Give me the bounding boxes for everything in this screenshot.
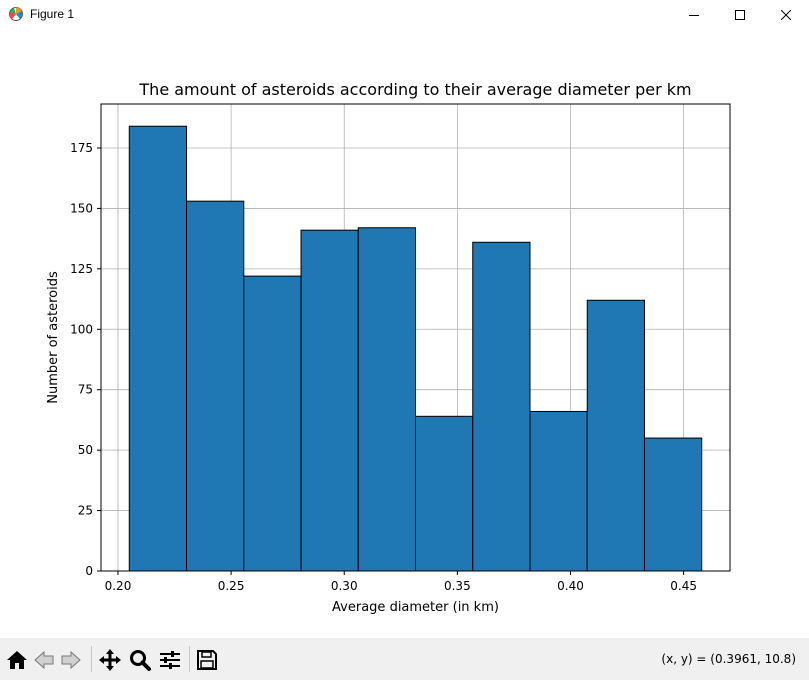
save-button[interactable] bbox=[194, 647, 220, 673]
back-icon bbox=[34, 650, 54, 670]
x-tick-label: 0.25 bbox=[218, 579, 245, 593]
toolbar-separator bbox=[189, 646, 190, 672]
minimize-icon bbox=[689, 15, 699, 16]
histogram-bar bbox=[643, 437, 703, 572]
figure-canvas[interactable]: The amount of asteroids according to the… bbox=[0, 30, 809, 638]
window-titlebar: Figure 1 bbox=[0, 0, 809, 30]
home-button[interactable] bbox=[4, 647, 30, 673]
back-button[interactable] bbox=[31, 647, 57, 673]
navigation-toolbar: (x, y) = (0.3961, 10.8) bbox=[0, 638, 809, 680]
x-axis-label: Average diameter (in km) bbox=[332, 600, 499, 615]
histogram-bar bbox=[128, 125, 188, 572]
forward-button[interactable] bbox=[58, 647, 84, 673]
histogram-bar bbox=[529, 410, 588, 572]
histogram-bars bbox=[128, 125, 703, 572]
y-tick-label: 50 bbox=[78, 443, 93, 457]
axis-ticks: 0.20 0.25 0.30 0.35 0.40 0.45 0 25 50 75 100 125 150… bbox=[70, 141, 697, 593]
zoom-button[interactable] bbox=[127, 647, 153, 673]
histogram-bar bbox=[357, 227, 416, 572]
close-icon bbox=[781, 10, 791, 20]
y-tick-label: 150 bbox=[70, 201, 93, 215]
window-title: Figure 1 bbox=[30, 7, 75, 21]
configure-subplots-icon bbox=[160, 651, 180, 669]
x-tick-label: 0.40 bbox=[557, 579, 584, 593]
configure-subplots-button[interactable] bbox=[157, 647, 183, 673]
home-icon bbox=[7, 651, 27, 669]
axes-frame bbox=[100, 103, 731, 572]
pan-icon bbox=[99, 649, 121, 671]
save-icon bbox=[197, 650, 217, 670]
maximize-icon bbox=[735, 10, 745, 20]
y-tick-label: 75 bbox=[78, 383, 93, 397]
minimize-button[interactable] bbox=[671, 0, 717, 30]
zoom-icon bbox=[130, 650, 151, 671]
matplotlib-icon bbox=[8, 6, 24, 22]
y-tick-label: 100 bbox=[70, 322, 93, 336]
y-tick-label: 175 bbox=[70, 141, 93, 155]
y-tick-label: 0 bbox=[85, 564, 93, 578]
histogram-bar bbox=[472, 241, 531, 572]
x-tick-label: 0.45 bbox=[670, 579, 697, 593]
histogram-bar bbox=[243, 275, 302, 572]
close-button[interactable] bbox=[763, 0, 809, 30]
x-tick-label: 0.20 bbox=[105, 579, 132, 593]
y-axis-label: Number of asteroids bbox=[46, 271, 61, 404]
maximize-button[interactable] bbox=[717, 0, 763, 30]
cursor-coordinates: (x, y) = (0.3961, 10.8) bbox=[661, 652, 796, 666]
chart-title: The amount of asteroids according to the… bbox=[138, 80, 691, 99]
x-tick-label: 0.30 bbox=[331, 579, 358, 593]
forward-icon bbox=[61, 650, 81, 670]
pan-button[interactable] bbox=[97, 647, 123, 673]
y-tick-label: 25 bbox=[78, 504, 93, 518]
histogram-bar bbox=[300, 229, 359, 572]
histogram-bar bbox=[415, 415, 474, 572]
histogram-bar bbox=[186, 200, 245, 572]
histogram-chart: The amount of asteroids according to the… bbox=[46, 80, 731, 615]
toolbar-separator bbox=[91, 646, 92, 672]
histogram-bar bbox=[586, 299, 645, 572]
x-tick-label: 0.35 bbox=[444, 579, 471, 593]
y-tick-label: 125 bbox=[70, 262, 93, 276]
